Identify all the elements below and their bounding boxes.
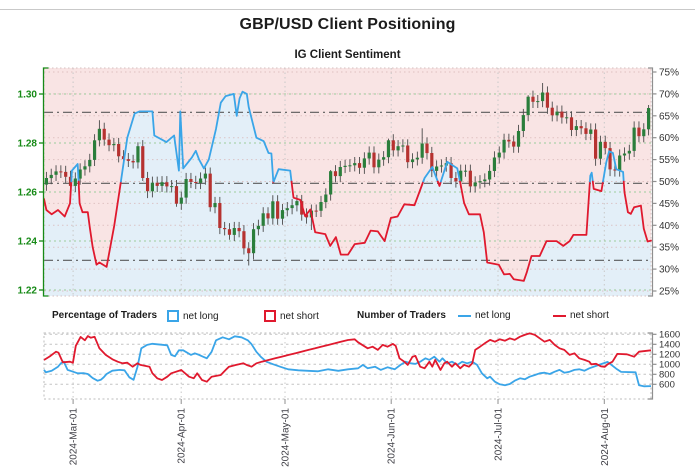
x-axis-label: 2024-Aug-01 — [600, 408, 611, 466]
chart-legend: Percentage of Traders net long net short… — [0, 310, 695, 326]
traders-tick-label: 1600 — [659, 329, 680, 340]
x-axis-label: 2024-Mar-01 — [69, 408, 80, 466]
legend-title-percentage: Percentage of Traders — [52, 310, 158, 321]
percent-tick-label: 55% — [659, 155, 679, 166]
number-of-traders-series — [43, 332, 652, 388]
price-tick-label: 1.22 — [18, 286, 38, 297]
x-axis-label: 2024-Jun-01 — [387, 408, 398, 465]
traders-tick-label: 1400 — [659, 339, 680, 350]
percent-tick-label: 25% — [659, 287, 679, 298]
percent-tick-label: 75% — [659, 68, 679, 79]
price-tick-label: 1.28 — [18, 139, 38, 150]
percent-tick-label: 50% — [659, 177, 679, 188]
legend-title-number: Number of Traders — [357, 310, 446, 321]
percent-tick-label: 45% — [659, 199, 679, 210]
net-short-square-icon — [264, 310, 276, 322]
traders-tick-label: 800 — [659, 369, 675, 380]
traders-net-short-line — [43, 332, 652, 383]
legend-label: net short — [280, 310, 319, 322]
net-long-square-icon — [167, 310, 179, 322]
legend-item-pct-net-short: net short — [264, 310, 319, 322]
percent-tick-label: 70% — [659, 89, 679, 100]
traders-tick-label: 600 — [659, 379, 675, 390]
top-divider — [0, 9, 695, 10]
candlestick-series — [44, 83, 651, 266]
percent-tick-label: 60% — [659, 133, 679, 144]
net-long-area — [44, 91, 651, 296]
legend-item-pct-net-long: net long — [167, 310, 219, 322]
percent-tick-label: 30% — [659, 265, 679, 276]
traders-tick-label: 1200 — [659, 349, 680, 360]
sentiment-line — [43, 90, 652, 282]
price-axis: 1.30 1.28 1.26 1.24 1.22 — [18, 67, 49, 297]
percent-tick-label: 35% — [659, 243, 679, 254]
traders-net-long-line — [43, 335, 652, 388]
traders-tick-label: 1000 — [659, 359, 680, 370]
net-short-line-icon — [553, 314, 566, 317]
percent-tick-label: 40% — [659, 221, 679, 232]
legend-item-num-net-long: net long — [458, 310, 511, 321]
x-axis-label: 2024-May-01 — [281, 408, 292, 467]
legend-item-num-net-short: net short — [553, 310, 609, 321]
net-long-line-icon — [458, 314, 471, 317]
percent-axis: 75% 70% 65% 60% 55% 50% 45% 40% 35% 30% 25% — [648, 67, 679, 298]
percent-tick-label: 65% — [659, 111, 679, 122]
legend-label: net long — [475, 310, 511, 321]
legend-label: net long — [183, 310, 219, 322]
net-short-area — [44, 68, 651, 281]
chart-subtitle: IG Client Sentiment — [294, 49, 401, 61]
price-tick-label: 1.26 — [18, 188, 38, 199]
x-axis-label: 2024-Jul-01 — [494, 408, 505, 461]
price-tick-label: 1.24 — [18, 237, 38, 248]
price-tick-label: 1.30 — [18, 90, 38, 101]
legend-label: net short — [570, 310, 609, 321]
page-title: GBP/USD Client Positioning — [239, 16, 456, 33]
x-axis-label: 2024-Apr-01 — [177, 408, 188, 464]
